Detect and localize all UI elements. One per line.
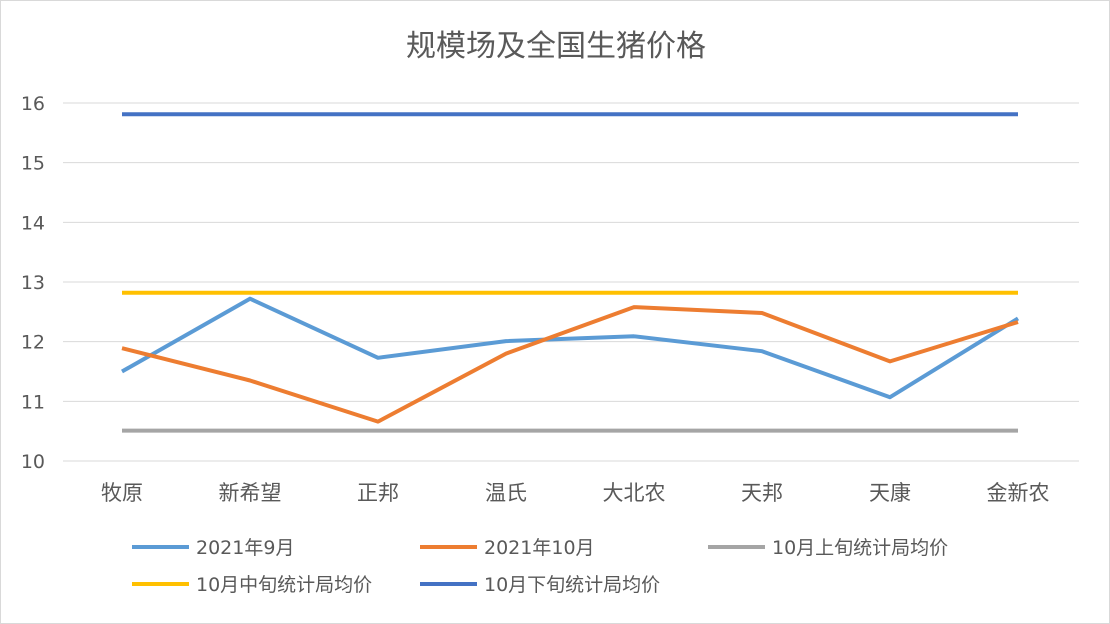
series-line-0 [121, 296, 1020, 400]
legend-item-4: 10月下旬统计局均价 [420, 574, 660, 596]
x-tick-label: 金新农 [987, 481, 1050, 505]
legend-item-3: 10月中旬统计局均价 [132, 574, 372, 596]
y-tick-label: 13 [21, 272, 45, 294]
legend-label: 2021年10月 [484, 537, 595, 559]
x-tick-label: 牧原 [101, 481, 143, 505]
legend-label: 10月中旬统计局均价 [196, 574, 372, 596]
x-tick-label: 正邦 [357, 481, 399, 505]
x-axis-categories: 牧原 新希望 正邦 温氏 大北农 天邦 天康 金新农 [101, 481, 1050, 505]
legend-item-1: 2021年10月 [420, 537, 595, 559]
series-line-1 [121, 305, 1019, 424]
y-tick-label: 16 [21, 93, 45, 115]
y-tick-label: 14 [21, 212, 45, 234]
gridlines [63, 102, 1079, 462]
legend-item-2: 10月上旬统计局均价 [708, 537, 948, 559]
y-tick-label: 11 [21, 391, 45, 413]
x-tick-label: 温氏 [485, 481, 527, 505]
legend-item-0: 2021年9月 [132, 537, 294, 559]
legend-label: 10月上旬统计局均价 [772, 537, 948, 559]
x-tick-label: 天邦 [741, 481, 783, 505]
x-tick-label: 天康 [869, 481, 911, 505]
x-tick-label: 新希望 [219, 481, 282, 505]
chart-title: 规模场及全国生猪价格 [406, 29, 706, 64]
x-tick-label: 大北农 [603, 481, 666, 505]
legend-label: 10月下旬统计局均价 [484, 574, 660, 596]
legend-label: 2021年9月 [196, 537, 294, 559]
y-tick-label: 10 [21, 451, 45, 473]
y-tick-label: 12 [21, 332, 45, 354]
series-lines [121, 112, 1020, 433]
y-tick-label: 15 [21, 153, 45, 175]
legend: 2021年9月 2021年10月 10月上旬统计局均价 10月中旬统计局均价 10月下旬… [132, 537, 948, 596]
y-axis-ticks: 10 11 12 13 14 15 16 [21, 93, 45, 473]
